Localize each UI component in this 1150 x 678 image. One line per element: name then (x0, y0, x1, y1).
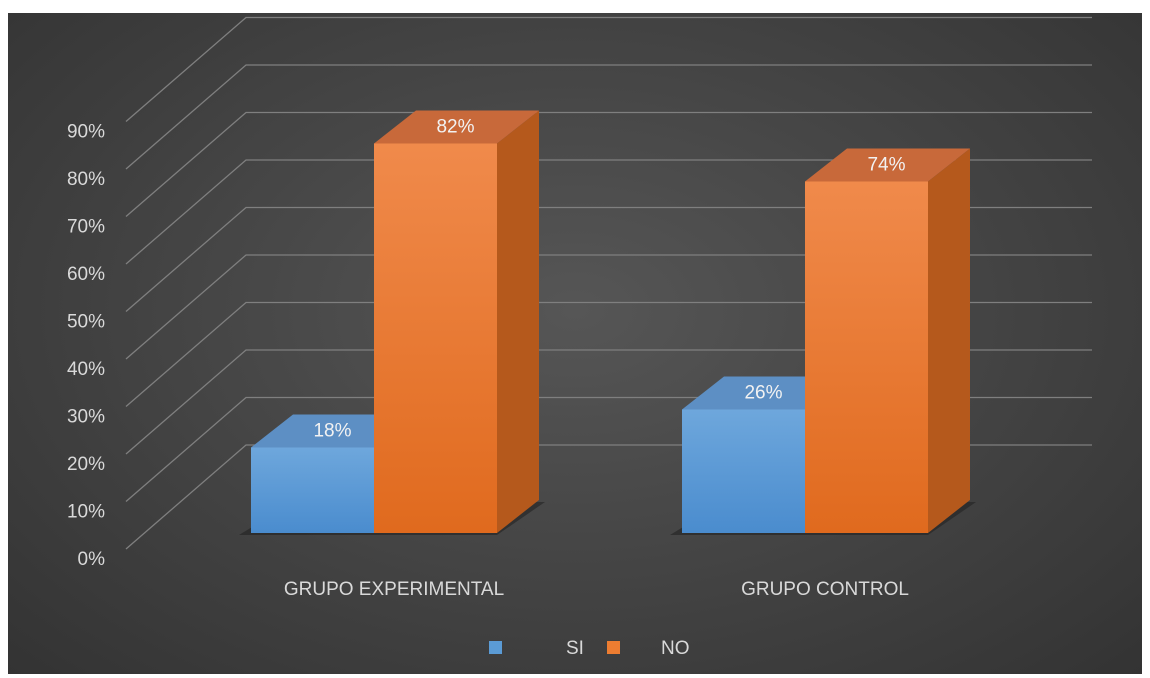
y-tick-label: 20% (67, 454, 105, 475)
legend-label: NO (661, 638, 690, 659)
bar-front-face (374, 143, 497, 533)
y-tick-label: 70% (67, 217, 105, 238)
legend-swatch (489, 641, 502, 654)
x-category-label: GRUPO CONTROL (741, 579, 909, 600)
x-category-label: GRUPO EXPERIMENTAL (284, 579, 504, 600)
data-label: 26% (744, 383, 782, 404)
y-tick-label: 90% (67, 122, 105, 143)
chart-area: 0% 10% 20% 30% 40% 50% 60% 70% 80% 90% 18% 82% GRUPO… (8, 13, 1142, 674)
y-tick-label: 80% (67, 169, 105, 190)
gridline (125, 111, 1092, 217)
bar-top-face (805, 148, 970, 182)
gridline (125, 64, 1092, 170)
y-tick-label: 50% (67, 312, 105, 333)
bar-top-face (374, 110, 539, 144)
bar-side-face (928, 148, 970, 533)
y-tick-label: 10% (67, 502, 105, 523)
data-label: 18% (313, 421, 351, 442)
y-tick-label: 30% (67, 407, 105, 428)
y-tick-label: 40% (67, 359, 105, 380)
bar-front-face (805, 181, 928, 533)
bar-front-face (251, 447, 374, 533)
gridline (125, 159, 1092, 265)
legend-label: SI (566, 638, 584, 659)
data-label: 82% (436, 117, 474, 138)
bar-front-face (682, 409, 805, 533)
legend-item-si: SI (489, 638, 584, 659)
bar-side-face (497, 110, 539, 533)
bar-no-grupo-control (805, 148, 970, 533)
gridline (125, 16, 1092, 122)
legend-item-no: NO (607, 638, 690, 659)
data-label: 74% (867, 155, 905, 176)
y-tick-label: 60% (67, 264, 105, 285)
legend-swatch (607, 641, 620, 654)
bar-chart: 0% 10% 20% 30% 40% 50% 60% 70% 80% 90% 18% 82% GRUPO… (67, 16, 1092, 659)
bar-no-grupo-experimental (374, 110, 539, 533)
y-tick-label: 0% (78, 549, 106, 570)
